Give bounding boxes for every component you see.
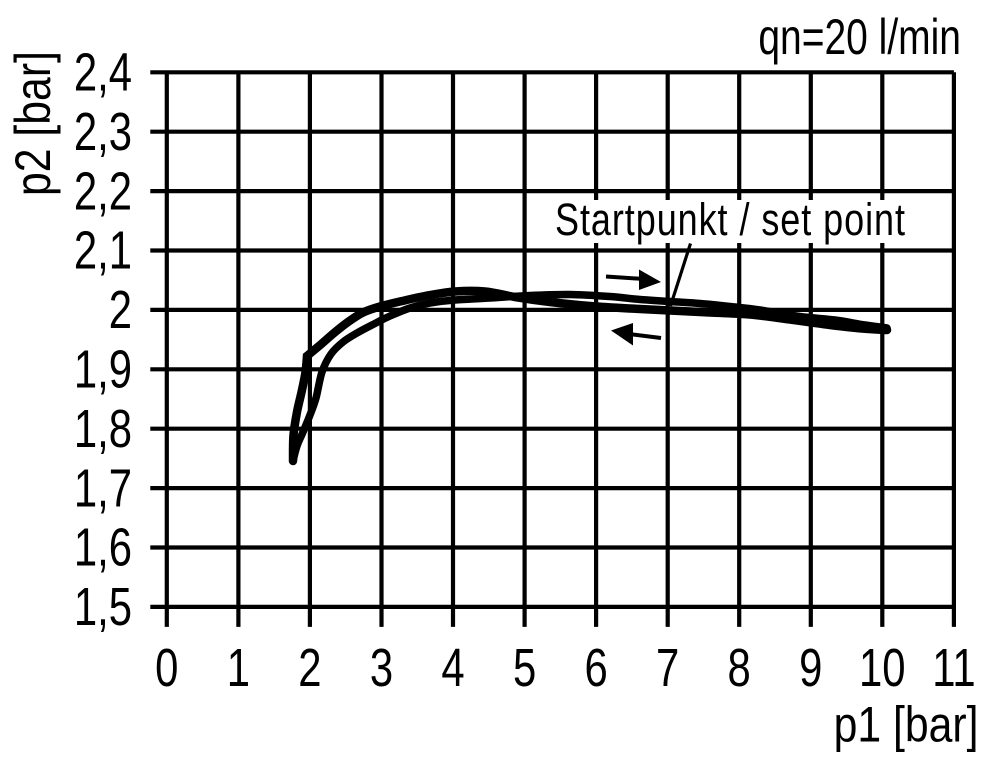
svg-text:1,9: 1,9 <box>74 339 132 399</box>
svg-text:p1 [bar]: p1 [bar] <box>834 696 979 752</box>
svg-text:1,5: 1,5 <box>74 577 132 637</box>
svg-text:Startpunkt / set point: Startpunkt / set point <box>555 194 906 245</box>
svg-text:2,3: 2,3 <box>74 102 132 162</box>
svg-text:2,2: 2,2 <box>74 161 132 221</box>
svg-text:0: 0 <box>155 638 178 698</box>
svg-text:7: 7 <box>656 638 679 698</box>
svg-text:5: 5 <box>513 638 536 698</box>
svg-text:9: 9 <box>799 638 822 698</box>
svg-text:4: 4 <box>441 638 464 698</box>
svg-text:2,1: 2,1 <box>74 221 132 281</box>
svg-text:p2 [bar]: p2 [bar] <box>5 51 61 196</box>
svg-text:1: 1 <box>227 638 250 698</box>
svg-text:1,7: 1,7 <box>74 458 132 518</box>
svg-text:3: 3 <box>370 638 393 698</box>
svg-text:qn=20 l/min: qn=20 l/min <box>758 8 961 65</box>
svg-text:2,4: 2,4 <box>74 42 132 102</box>
svg-text:2: 2 <box>298 638 321 698</box>
svg-text:2: 2 <box>109 280 132 340</box>
svg-text:11: 11 <box>932 638 975 698</box>
svg-text:8: 8 <box>728 638 751 698</box>
svg-text:1,6: 1,6 <box>74 518 132 578</box>
svg-text:6: 6 <box>584 638 607 698</box>
svg-text:1,8: 1,8 <box>74 399 132 459</box>
svg-text:10: 10 <box>859 638 906 698</box>
